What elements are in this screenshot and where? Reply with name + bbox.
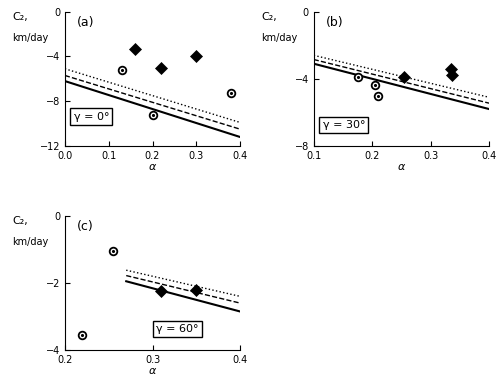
Text: (a): (a) <box>77 16 95 29</box>
Text: km/day: km/day <box>12 237 48 247</box>
Text: (c): (c) <box>77 220 94 233</box>
Text: km/day: km/day <box>261 33 297 43</box>
Text: C₂,: C₂, <box>12 12 28 22</box>
Text: γ = 60°: γ = 60° <box>156 324 199 334</box>
X-axis label: α: α <box>149 366 156 376</box>
X-axis label: α: α <box>149 162 156 172</box>
Text: C₂,: C₂, <box>12 216 28 226</box>
X-axis label: α: α <box>398 162 405 172</box>
Text: (b): (b) <box>326 16 344 29</box>
Text: C₂,: C₂, <box>261 12 277 22</box>
Text: γ = 30°: γ = 30° <box>322 120 365 130</box>
Text: γ = 0°: γ = 0° <box>74 112 109 122</box>
Text: km/day: km/day <box>12 33 48 43</box>
